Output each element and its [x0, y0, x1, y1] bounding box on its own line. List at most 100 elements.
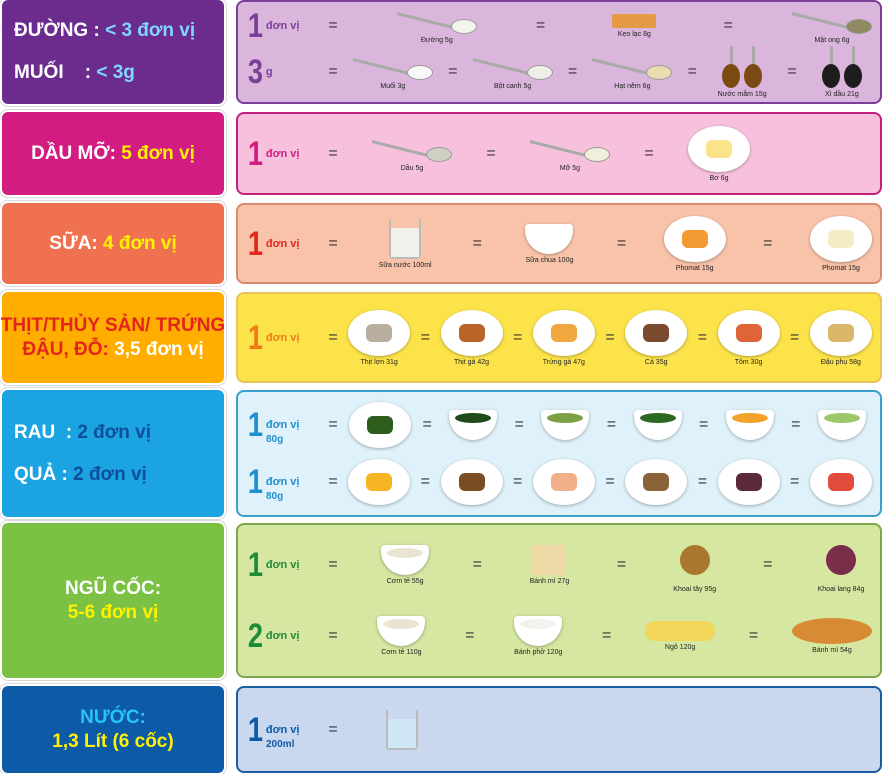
food-image: [612, 14, 657, 28]
category-text: QUẢ :: [14, 463, 74, 485]
food-image: [440, 459, 503, 506]
unit-text: đơn vị: [265, 237, 300, 250]
equals-sign: =: [605, 328, 615, 346]
food: [526, 65, 553, 80]
serving-line: 1 đơn vị 200ml =: [246, 692, 872, 767]
sauce: [744, 64, 763, 88]
food-label: Thịt gà 42g: [454, 358, 490, 366]
category-line: RAU : 2 đơn vị: [14, 421, 151, 445]
food-list: =: [312, 709, 872, 750]
unit-text: đơn vị: [265, 630, 300, 643]
serving-panel-sugar-salt: 1 đơn vị = Đường 5g = Kẹo lạc 8g = Mật ong 6g 3 g…: [236, 0, 882, 104]
unit-text: đơn vị: [265, 476, 300, 489]
food-label: Bơ 6g: [709, 174, 729, 182]
food-image: [645, 621, 716, 642]
equals-sign: =: [687, 63, 697, 80]
spoon-image: [530, 136, 610, 162]
equals-sign: =: [328, 144, 338, 162]
equals-sign: =: [787, 63, 797, 80]
food-item: Sữa nước 100ml: [375, 218, 435, 269]
food: [547, 412, 584, 423]
food-item: Sữa chua 100g: [519, 223, 579, 264]
unit-label: 1 đơn vị 200ml: [246, 713, 312, 750]
category-line: NƯỚC:: [80, 706, 146, 730]
category-line: NGŨ CỐC:: [65, 577, 161, 601]
equals-sign: =: [791, 415, 801, 433]
food-label: Khoai lang 84g: [817, 585, 865, 593]
equals-sign: =: [472, 555, 482, 573]
unit-label: 1 đơn vị: [246, 548, 312, 582]
equals-sign: =: [328, 328, 338, 346]
food-image: [612, 14, 657, 28]
equals-sign: =: [328, 415, 338, 433]
serving-line: 1 đơn vị 80g = = = = = =: [246, 454, 872, 512]
food-image: [389, 218, 422, 259]
category-text: SỮA:: [49, 232, 104, 254]
food-list: = Muối 3g = Bột canh 5g = Hạt nêm 6g = Nước mắm…: [312, 46, 872, 98]
food-label: Tôm 30g: [734, 358, 763, 366]
bowl-image: [381, 544, 430, 575]
plate-image: [440, 459, 503, 506]
food: [735, 473, 762, 492]
food: [681, 229, 708, 248]
food-image: [397, 8, 477, 34]
category-text: < 3g: [96, 62, 135, 83]
food-label: Phomat 15g: [675, 264, 714, 272]
food: [406, 65, 433, 80]
equals-sign: =: [328, 627, 338, 645]
food-item: Đường 5g: [397, 8, 477, 44]
equals-sign: =: [790, 328, 800, 346]
unit-number: 1: [247, 463, 264, 502]
food-image: [791, 618, 872, 645]
food-item: [809, 459, 872, 506]
plate-image: [532, 309, 595, 356]
food-list: = = = = = =: [312, 401, 872, 448]
unit-text: đơn vị: [265, 418, 300, 431]
food-label: Đường 5g: [420, 37, 453, 44]
food-label: Đậu phụ 58g: [820, 358, 861, 366]
food-image: [725, 409, 774, 440]
food-item: [440, 459, 503, 506]
food: [845, 19, 872, 34]
equals-sign: =: [616, 234, 627, 252]
liquid: [388, 719, 416, 748]
sauce: [843, 64, 862, 88]
plate-image: [663, 215, 726, 262]
equals-sign: =: [422, 415, 432, 433]
food-list: = = = = = =: [312, 459, 872, 506]
serving-panel-fat-oil: 1 đơn vị = Dầu 5g = Mỡ 5g = Bơ 6g: [236, 112, 882, 195]
ladle-pair-image: [720, 46, 764, 88]
food-image: [792, 8, 872, 34]
food-item: [348, 459, 411, 506]
food-image: [625, 459, 688, 506]
food-item: Đậu phụ 58g: [809, 309, 872, 366]
unit-amount: 80g: [266, 491, 284, 503]
category-line: 1,3 Lít (6 cốc): [52, 730, 173, 754]
food-label: Trứng gà 47g: [542, 358, 585, 366]
bowl-image: [377, 616, 426, 647]
food-item: Muối 3g: [353, 54, 433, 90]
food-item: Thịt lợn 31g: [348, 309, 411, 366]
unit-label: 1 đơn vị 80g: [246, 463, 312, 503]
food: [458, 473, 485, 492]
equals-sign: =: [465, 627, 475, 645]
food-item: Hạt nêm 6g: [592, 54, 673, 90]
category-text: 4 đơn vị: [103, 232, 177, 254]
category-line: QUẢ : 2 đơn vị: [14, 463, 147, 487]
food: [823, 412, 860, 423]
serving-line: 1 đơn vị = Sữa nước 100ml = Sữa chua 100g = Pho…: [246, 209, 872, 278]
food-image: [625, 309, 688, 356]
unit-number: 1: [247, 318, 264, 357]
food-label: Phomat 15g: [822, 264, 860, 272]
equals-sign: =: [697, 328, 708, 346]
food-label: Sữa nước 100ml: [378, 261, 432, 269]
serving-line: 1 đơn vị 80g = = = = = =: [246, 396, 872, 454]
food-item: Tôm 30g: [717, 309, 780, 366]
serving-line: 1 đơn vị = Đường 5g = Kẹo lạc 8g = Mật ong 6g: [246, 6, 872, 46]
food-image: [514, 616, 563, 647]
food-item: Kẹo lạc 8g: [604, 14, 664, 38]
plate-image: [809, 309, 872, 356]
food-image: [440, 309, 503, 356]
serving-panel-grain: 1 đơn vị = Cơm tẻ 55g = Bánh mì 27g = Khoai tây…: [236, 523, 882, 678]
food-image: [349, 401, 412, 448]
